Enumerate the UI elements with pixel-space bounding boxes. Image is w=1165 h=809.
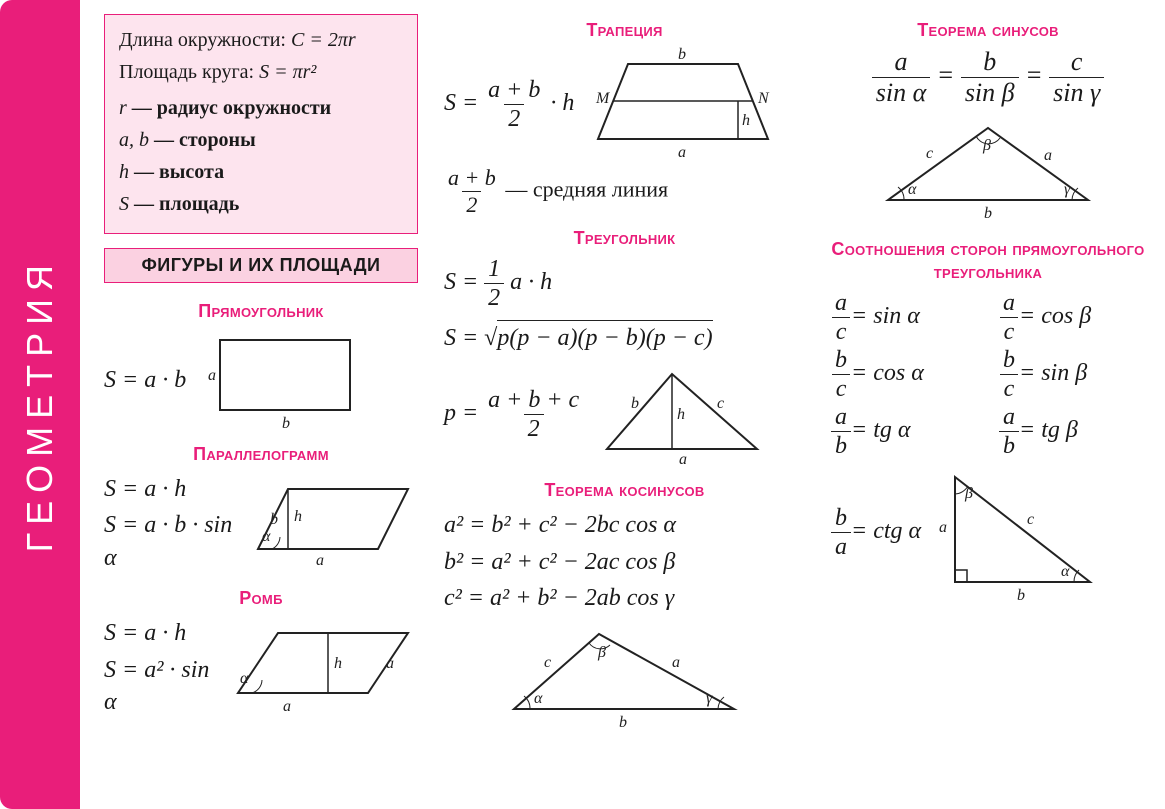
rectangle-heading: Прямоугольник <box>104 301 418 322</box>
content-grid: Длина окружности: C = 2πr Площадь круга:… <box>80 0 1165 809</box>
svg-text:α: α <box>908 181 917 198</box>
svg-text:a: a <box>939 519 947 536</box>
svg-text:b: b <box>270 511 278 528</box>
section-bar: ФИГУРЫ И ИХ ПЛОЩАДИ <box>104 248 418 283</box>
triangle-f1: S = 12 a · h <box>444 257 805 310</box>
legend-circ-label: Длина окружности: <box>119 29 286 51</box>
legend-h: — высота <box>134 161 224 183</box>
svg-text:c: c <box>926 145 933 162</box>
rhombus-f1: S = a · h <box>104 617 214 649</box>
sidebar-title: ГЕОМЕТРИЯ <box>19 257 61 552</box>
trapezoid-midline: a + b2 — средняя линия <box>444 167 805 216</box>
svg-text:γ: γ <box>1064 181 1071 198</box>
triangle-shape: b c a h <box>597 364 767 464</box>
legend-r: — радиус окружности <box>132 97 331 119</box>
svg-text:a: a <box>1044 147 1052 164</box>
parallelogram-shape: b h a α <box>248 479 418 569</box>
legend-ab: — стороны <box>154 129 256 151</box>
svg-text:c: c <box>544 654 551 671</box>
svg-text:b: b <box>282 415 290 432</box>
parallelogram-f2: S = a · b · sin α <box>104 509 234 574</box>
svg-text:c: c <box>1027 511 1034 528</box>
svg-text:β: β <box>964 485 973 502</box>
right-triangle-shape: a b c β α <box>935 462 1105 602</box>
triangle-p: p = a + b + c2 <box>444 388 583 441</box>
rectangle-shape: a b <box>200 330 360 430</box>
column-3: Теорема синусов asin α = bsin β = csin γ… <box>831 14 1145 797</box>
column-2: Трапеция S = a + b2 · h b a M N h a + b2 <box>444 14 805 797</box>
svg-text:c: c <box>717 395 724 412</box>
legend-s: — площадь <box>134 193 239 215</box>
trapezoid-shape: b a M N h <box>588 49 778 159</box>
parallelogram-heading: Параллелограмм <box>104 444 418 465</box>
svg-text:α: α <box>1061 563 1070 580</box>
trapezoid-formula: S = a + b2 · h <box>444 78 574 131</box>
triangle-heron: S = √p(p − a)(p − b)(p − c) <box>444 320 805 354</box>
legend-box: Длина окружности: C = 2πr Площадь круга:… <box>104 14 418 234</box>
svg-text:b: b <box>619 714 627 731</box>
trapezoid-heading: Трапеция <box>444 20 805 41</box>
cosines-f2: b² = a² + c² − 2ac cos β <box>444 546 805 578</box>
svg-text:h: h <box>294 508 302 525</box>
svg-text:h: h <box>742 112 750 129</box>
sines-formula: asin α = bsin β = csin γ <box>831 49 1145 106</box>
svg-text:a: a <box>672 654 680 671</box>
cosines-shape: c a b α β γ <box>494 619 754 729</box>
rectangle-formula: S = a · b <box>104 364 186 396</box>
right-triangle-grid: ac= sin α ac= cos β bc= cos α bc= sin β … <box>831 291 1145 458</box>
svg-text:γ: γ <box>706 690 713 707</box>
legend-circ-formula: C = 2πr <box>291 29 356 51</box>
column-1: Длина окружности: C = 2πr Площадь круга:… <box>104 14 418 797</box>
cosines-f3: c² = a² + b² − 2ab cos γ <box>444 582 805 614</box>
svg-text:a: a <box>316 552 324 569</box>
page: ГЕОМЕТРИЯ Длина окружности: C = 2πr Площ… <box>0 0 1165 809</box>
svg-text:β: β <box>982 137 991 154</box>
rhombus-shape: h a a α <box>228 623 418 713</box>
svg-text:α: α <box>262 528 271 545</box>
svg-text:a: a <box>208 367 216 384</box>
svg-text:a: a <box>679 451 687 468</box>
svg-text:b: b <box>1017 587 1025 604</box>
cosines-heading: Теорема косинусов <box>444 480 805 501</box>
svg-text:a: a <box>283 698 291 715</box>
svg-text:α: α <box>240 670 249 687</box>
cosines-f1: a² = b² + c² − 2bc cos α <box>444 509 805 541</box>
rhombus-heading: Ромб <box>104 588 418 609</box>
legend-area-label: Площадь круга: <box>119 61 254 83</box>
svg-text:b: b <box>631 395 639 412</box>
svg-text:β: β <box>597 644 606 661</box>
svg-text:α: α <box>534 690 543 707</box>
parallelogram-f1: S = a · h <box>104 473 234 505</box>
triangle-heading: Треугольник <box>444 228 805 249</box>
legend-area-formula: S = πr² <box>259 61 316 83</box>
sines-shape: c a b α β γ <box>868 110 1108 220</box>
sines-heading: Теорема синусов <box>831 20 1145 41</box>
svg-text:a: a <box>678 144 686 161</box>
svg-text:h: h <box>677 406 685 423</box>
svg-text:M: M <box>595 90 611 107</box>
svg-text:h: h <box>334 655 342 672</box>
rhombus-f2: S = a² · sin α <box>104 654 214 719</box>
right-triangle-ctg: ba= ctg α <box>831 506 921 559</box>
sidebar: ГЕОМЕТРИЯ <box>0 0 80 809</box>
right-triangle-heading: Соотношения сторон прямоугольного треуго… <box>831 238 1145 283</box>
svg-text:b: b <box>678 46 686 63</box>
svg-text:b: b <box>984 205 992 222</box>
svg-text:N: N <box>757 90 770 107</box>
svg-text:a: a <box>386 655 394 672</box>
